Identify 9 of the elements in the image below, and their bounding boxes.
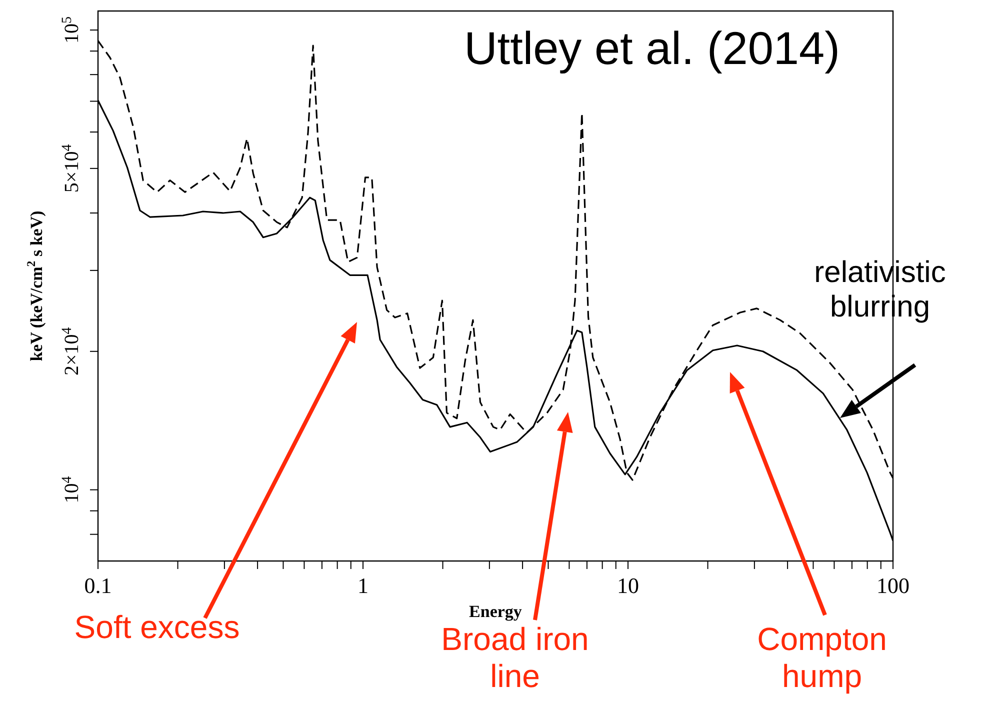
x-tick-label: 1: [358, 573, 368, 598]
annotation: Uttley et al. (2014): [464, 22, 840, 74]
x-axis-title: Energy: [469, 602, 522, 621]
x-tick-label: 100: [876, 573, 910, 598]
x-tick-label: 10: [617, 573, 639, 598]
text: Broad iron line: [441, 621, 589, 694]
text: Compton hump: [757, 621, 887, 694]
x-tick-label: 0.1: [84, 573, 112, 598]
text: Soft excess: [74, 609, 240, 645]
